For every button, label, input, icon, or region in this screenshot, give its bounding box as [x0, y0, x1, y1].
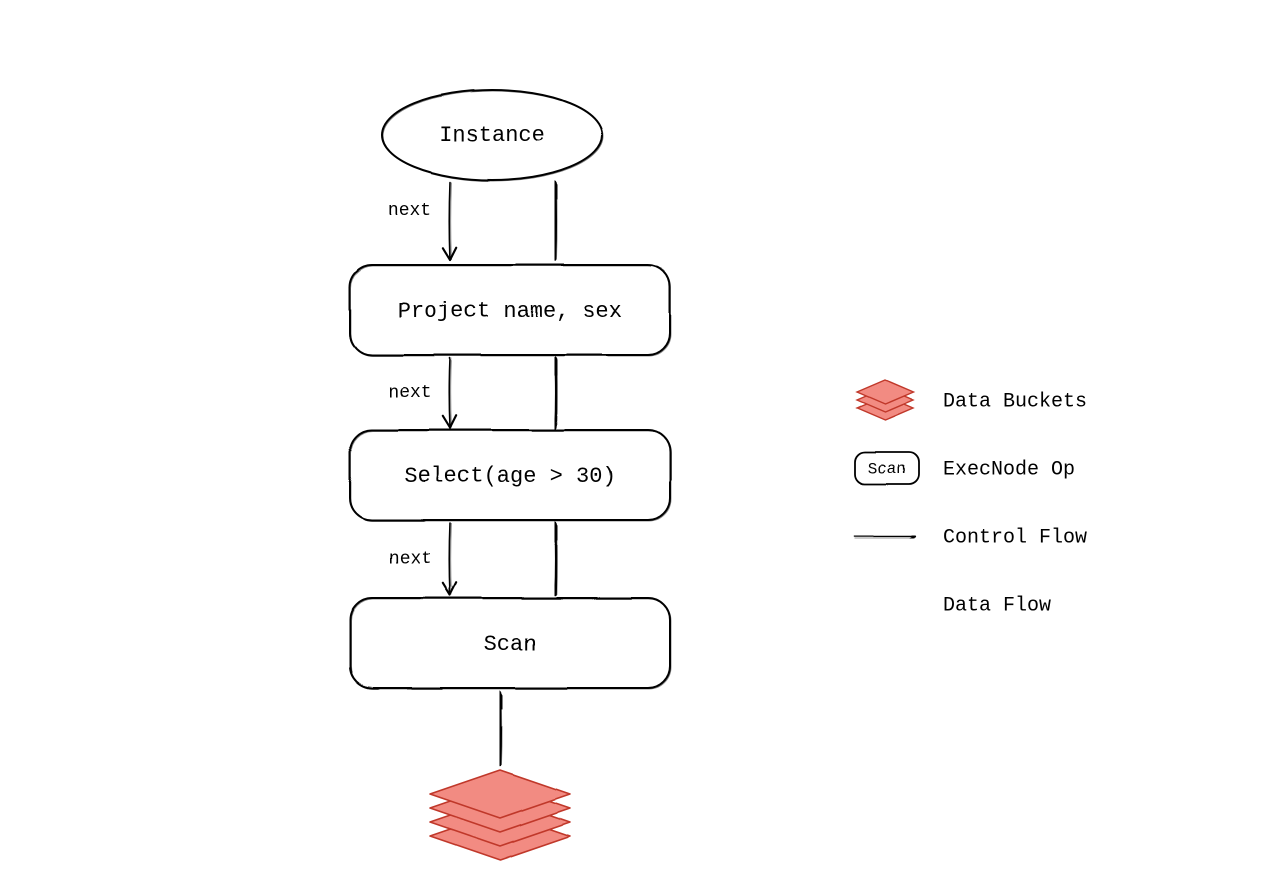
data-arrow	[500, 692, 502, 765]
legend-label: ExecNode Op	[943, 458, 1075, 481]
node-instance: Instance	[382, 90, 603, 181]
data-arrow	[555, 358, 557, 428]
edge-label: next	[388, 383, 431, 403]
control-arrow: next	[388, 182, 451, 260]
legend-item: Data Flow	[855, 594, 1051, 617]
legend-node-label: Scan	[868, 460, 906, 478]
legend-item: Data Buckets	[857, 380, 1087, 420]
node-project: Project name, sex	[350, 265, 671, 356]
node-label: Select(age > 30)	[404, 464, 615, 489]
execnode-icon: Scan	[855, 452, 919, 484]
edge-label: next	[388, 549, 431, 569]
data-arrow	[555, 523, 557, 595]
node-label: Scan	[484, 632, 537, 657]
node-buckets	[430, 770, 570, 860]
legend-label: Data Buckets	[943, 390, 1087, 413]
legend-label: Data Flow	[943, 594, 1051, 617]
control-arrow: next	[388, 358, 451, 428]
node-label: Instance	[439, 123, 545, 148]
edge-label: next	[388, 201, 431, 221]
legend-item: Scan ExecNode Op	[855, 452, 1075, 484]
data-buckets-icon	[857, 380, 913, 420]
legend: Data Buckets Scan ExecNode Op Control Flow D…	[855, 380, 1087, 617]
legend-label: Control Flow	[943, 526, 1087, 549]
data-arrow	[555, 182, 557, 260]
control-flow-arrow-icon	[855, 536, 915, 538]
node-select: Select(age > 30)	[350, 430, 671, 521]
node-label: Project name, sex	[398, 299, 622, 324]
control-arrow: next	[388, 523, 451, 595]
node-scan: Scan	[350, 598, 671, 689]
legend-item: Control Flow	[855, 526, 1087, 549]
